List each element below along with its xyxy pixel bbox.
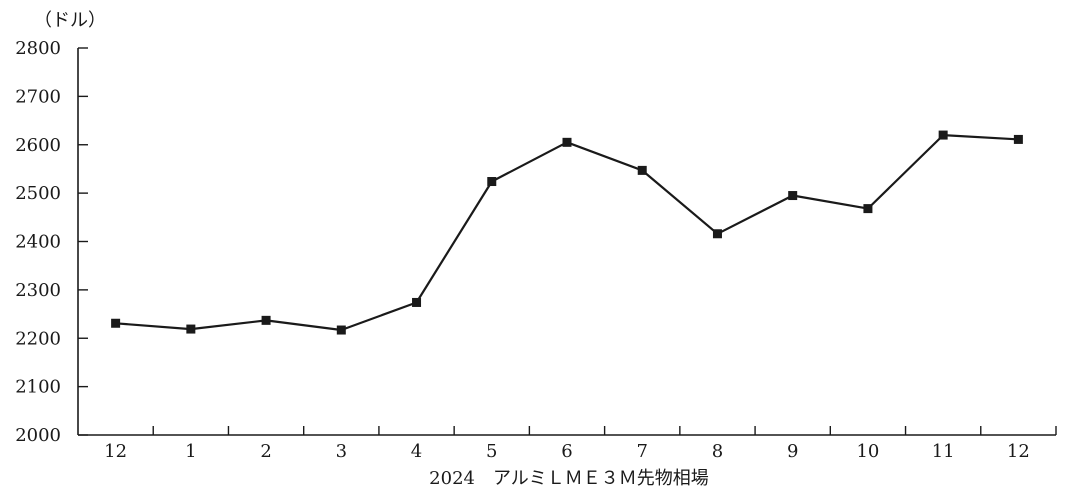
x-tick-label: 12 xyxy=(104,441,127,462)
series-line xyxy=(115,134,1019,332)
y-tick-label: 2000 xyxy=(15,425,61,446)
data-point-marker xyxy=(412,297,422,307)
data-point-marker xyxy=(487,177,497,187)
x-tick-label: 3 xyxy=(336,441,347,462)
x-tick-label: 2 xyxy=(260,441,271,462)
x-tick-label: 10 xyxy=(856,441,879,462)
y-tick-label: 2200 xyxy=(15,328,61,349)
data-point-marker xyxy=(111,318,121,328)
y-tick-label: 2300 xyxy=(15,280,61,301)
y-tick-label: 2800 xyxy=(15,38,61,59)
x-tick-label: 6 xyxy=(561,441,572,462)
axes xyxy=(77,48,1056,436)
data-point-marker xyxy=(637,165,647,175)
y-tick-label: 2100 xyxy=(15,377,61,398)
y-tick-label: 2400 xyxy=(15,232,61,253)
y-axis-ticks: 2000 2100 2200 2300 2400 2500 2600 2700 2800 xyxy=(15,38,88,446)
x-tick-label: 4 xyxy=(411,441,422,462)
data-point-marker xyxy=(712,229,722,239)
data-point-marker xyxy=(788,191,798,201)
data-point-marker xyxy=(336,325,346,335)
x-tick-label: 1 xyxy=(185,441,196,462)
x-tick-label: 5 xyxy=(486,441,497,462)
y-tick-label: 2500 xyxy=(15,183,61,204)
x-tick-label: 11 xyxy=(932,441,955,462)
x-tick-label: 12 xyxy=(1007,441,1030,462)
data-point-marker xyxy=(186,324,196,334)
series-group xyxy=(111,130,1023,335)
y-tick-label: 2600 xyxy=(15,135,61,156)
data-point-marker xyxy=(863,204,873,214)
x-axis-ticks: 12 1 2 3 4 5 6 7 8 9 10 11 12 xyxy=(104,426,1057,462)
unit-label: （ドル） xyxy=(34,10,106,31)
x-axis-title: 2024 アルミＬＭＥ３Ｍ先物相場 xyxy=(429,468,709,489)
data-point-marker xyxy=(261,315,271,325)
data-point-marker xyxy=(1013,134,1023,144)
x-tick-label: 8 xyxy=(712,441,723,462)
data-point-marker xyxy=(938,130,948,140)
x-tick-label: 9 xyxy=(787,441,798,462)
y-tick-label: 2700 xyxy=(15,86,61,107)
x-tick-label: 7 xyxy=(637,441,648,462)
data-point-marker xyxy=(562,137,572,147)
